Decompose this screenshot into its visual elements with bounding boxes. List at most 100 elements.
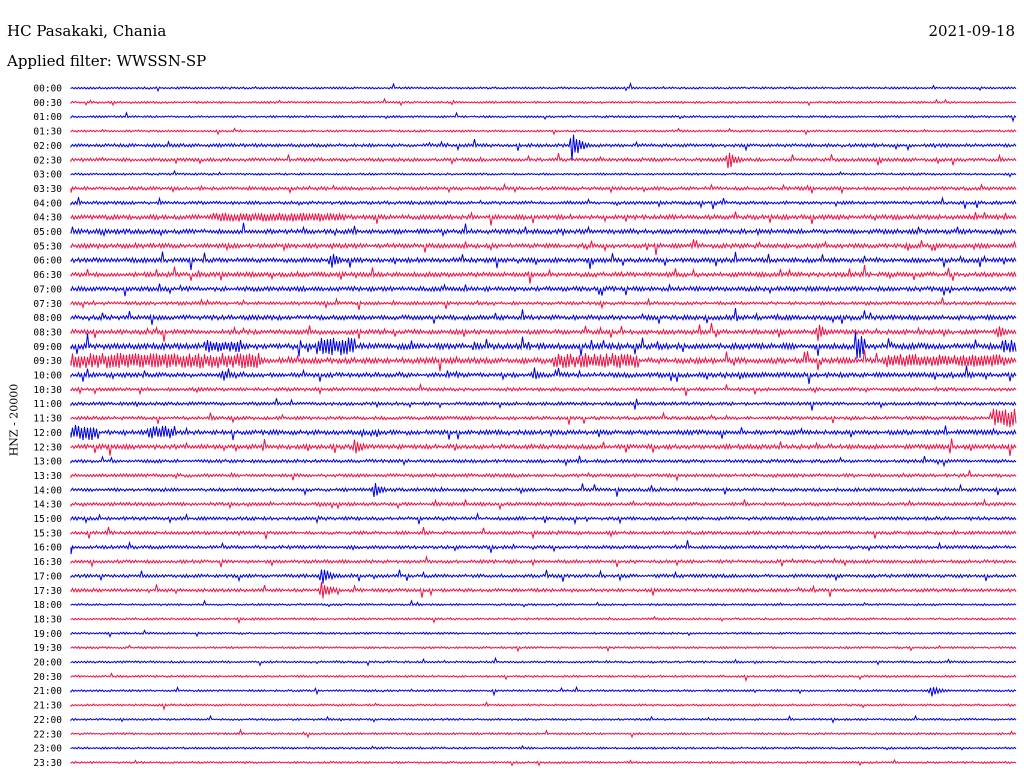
date-label: 2021-09-18 xyxy=(928,22,1015,40)
trace-line xyxy=(70,555,1017,569)
time-tick-label: 11:00 xyxy=(33,399,62,410)
trace-line xyxy=(70,615,1017,625)
trace-line xyxy=(70,540,1017,555)
time-tick-label: 05:30 xyxy=(33,241,62,252)
time-tick-label: 20:30 xyxy=(33,672,62,683)
trace-line xyxy=(70,685,1017,697)
trace-line xyxy=(70,265,1017,284)
time-tick-label: 21:30 xyxy=(33,701,62,712)
trace-line xyxy=(70,581,1017,599)
time-tick-label: 00:00 xyxy=(33,84,62,95)
trace-line xyxy=(70,758,1017,767)
time-tick-label: 02:00 xyxy=(33,141,62,152)
time-tick-label: 20:00 xyxy=(33,658,62,669)
time-tick-label: 04:00 xyxy=(33,198,62,209)
time-tick-label: 01:00 xyxy=(33,112,62,123)
trace-line xyxy=(70,455,1017,468)
trace-line xyxy=(70,408,1017,428)
trace-line xyxy=(70,134,1017,162)
trace-line xyxy=(70,512,1017,526)
trace-line xyxy=(70,744,1017,751)
trace-line xyxy=(70,111,1017,123)
time-tick-label: 22:30 xyxy=(33,729,62,740)
time-tick-label: 23:30 xyxy=(33,758,62,769)
time-tick-label: 22:00 xyxy=(33,715,62,726)
time-tick-label: 08:30 xyxy=(33,327,62,338)
trace-line xyxy=(70,498,1017,511)
time-tick-label: 14:00 xyxy=(33,485,62,496)
time-tick-label: 13:30 xyxy=(33,471,62,482)
trace-line xyxy=(70,438,1017,456)
filter-label: Applied filter: WWSSN-SP xyxy=(7,52,207,70)
time-tick-label: 15:30 xyxy=(33,528,62,539)
time-tick-label: 17:00 xyxy=(33,571,62,582)
time-tick-label: 05:00 xyxy=(33,227,62,238)
trace-line xyxy=(70,81,1017,93)
trace-line xyxy=(70,152,1017,169)
time-tick-label: 14:30 xyxy=(33,500,62,511)
trace-line xyxy=(70,239,1017,256)
trace-line xyxy=(70,470,1017,482)
trace-line xyxy=(70,644,1017,653)
time-tick-label: 11:30 xyxy=(33,414,62,425)
trace-line xyxy=(70,169,1017,178)
trace-line xyxy=(70,222,1017,238)
trace-line xyxy=(70,323,1017,342)
trace-line xyxy=(70,398,1017,411)
time-tick-label: 12:30 xyxy=(33,442,62,453)
trace-line xyxy=(70,251,1017,271)
time-tick-label: 19:00 xyxy=(33,629,62,640)
time-tick-label: 16:00 xyxy=(33,543,62,554)
trace-line xyxy=(70,382,1017,397)
trace-line xyxy=(70,332,1017,359)
trace-line xyxy=(70,307,1017,325)
time-tick-label: 19:30 xyxy=(33,643,62,654)
time-tick-label: 10:30 xyxy=(33,385,62,396)
trace-line xyxy=(70,483,1017,498)
time-tick-label: 21:00 xyxy=(33,686,62,697)
trace-line xyxy=(70,182,1017,195)
time-tick-label: 15:00 xyxy=(33,514,62,525)
time-tick-label: 23:00 xyxy=(33,744,62,755)
trace-line xyxy=(70,728,1017,739)
trace-line xyxy=(70,196,1017,210)
time-tick-label: 13:00 xyxy=(33,457,62,468)
time-tick-label: 08:00 xyxy=(33,313,62,324)
trace-line xyxy=(70,599,1017,608)
trace-line xyxy=(70,97,1017,107)
trace-line xyxy=(70,282,1017,297)
station-title: HC Pasakaki, Chania xyxy=(7,22,167,40)
trace-line xyxy=(70,210,1017,226)
time-tick-label: 06:00 xyxy=(33,256,62,267)
trace-line xyxy=(70,672,1017,683)
time-tick-label: 09:00 xyxy=(33,342,62,353)
trace-line xyxy=(70,365,1017,385)
time-tick-label: 10:00 xyxy=(33,371,62,382)
trace-line xyxy=(70,569,1017,584)
time-tick-label: 09:30 xyxy=(33,356,62,367)
trace-line xyxy=(70,349,1017,372)
time-tick-label: 04:30 xyxy=(33,213,62,224)
trace-line xyxy=(70,700,1017,711)
time-tick-label: 07:30 xyxy=(33,299,62,310)
time-tick-label: 17:30 xyxy=(33,586,62,597)
trace-line xyxy=(70,127,1017,136)
time-tick-label: 16:30 xyxy=(33,557,62,568)
time-tick-label: 12:00 xyxy=(33,428,62,439)
trace-line xyxy=(70,629,1017,638)
time-tick-label: 03:00 xyxy=(33,170,62,181)
time-tick-label: 03:30 xyxy=(33,184,62,195)
trace-line xyxy=(70,297,1017,311)
time-tick-label: 06:30 xyxy=(33,270,62,281)
trace-line xyxy=(70,424,1017,441)
trace-line xyxy=(70,526,1017,540)
trace-line xyxy=(70,656,1017,667)
time-tick-label: 18:00 xyxy=(33,600,62,611)
time-tick-label: 00:30 xyxy=(33,98,62,109)
time-tick-label: 01:30 xyxy=(33,127,62,138)
time-tick-label: 07:00 xyxy=(33,284,62,295)
time-tick-label: 18:30 xyxy=(33,614,62,625)
time-tick-label: 02:30 xyxy=(33,155,62,166)
trace-line xyxy=(70,714,1017,724)
